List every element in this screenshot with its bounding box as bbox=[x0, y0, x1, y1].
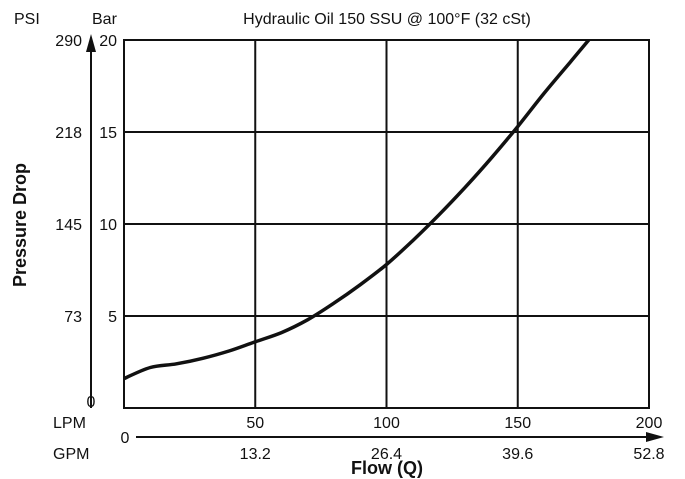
lpm-unit-label: LPM bbox=[53, 415, 86, 432]
plot-frame bbox=[123, 39, 650, 409]
y-tick-label-psi: 145 bbox=[55, 217, 82, 234]
y-tick-label-psi: 218 bbox=[55, 125, 82, 142]
y-tick-label-bar: 20 bbox=[99, 33, 117, 50]
y-tick-label-bar: 15 bbox=[99, 125, 117, 142]
x-tick-label-lpm: 200 bbox=[636, 415, 663, 432]
y-tick-label-bar: 5 bbox=[108, 309, 117, 326]
bar-unit-label: Bar bbox=[92, 11, 118, 28]
y-axis-title: Pressure Drop bbox=[10, 163, 30, 287]
x-axis-title: Flow (Q) bbox=[351, 458, 423, 478]
y-axis-arrowhead bbox=[86, 34, 96, 52]
psi-zero-label: 0 bbox=[87, 394, 96, 411]
y-tick-label-bar: 10 bbox=[99, 217, 117, 234]
x-tick-label-gpm: 13.2 bbox=[240, 446, 271, 463]
x-tick-label-gpm: 39.6 bbox=[502, 446, 533, 463]
gpm-zero-label: 0 bbox=[121, 430, 130, 447]
y-tick-label-psi: 73 bbox=[64, 309, 82, 326]
psi-unit-label: PSI bbox=[14, 11, 40, 28]
x-tick-label-lpm: 150 bbox=[504, 415, 531, 432]
y-tick-labels: 5 10 15 20 73 145 218 290 bbox=[55, 33, 117, 326]
gpm-unit-label: GPM bbox=[53, 446, 89, 463]
y-tick-label-psi: 290 bbox=[55, 33, 82, 50]
chart-subtitle: Hydraulic Oil 150 SSU @ 100°F (32 cSt) bbox=[243, 11, 531, 28]
x-tick-label-gpm: 52.8 bbox=[633, 446, 664, 463]
x-tick-label-lpm: 100 bbox=[373, 415, 400, 432]
x-axis-arrowhead bbox=[646, 432, 664, 442]
x-tick-label-lpm: 50 bbox=[246, 415, 264, 432]
x-tick-label-gpm: 26.4 bbox=[371, 446, 402, 463]
pressure-drop-curve bbox=[124, 40, 592, 381]
grid-lines bbox=[124, 40, 649, 408]
x-tick-labels: 50 100 150 200 13.2 26.4 39.6 52.8 bbox=[240, 415, 665, 463]
